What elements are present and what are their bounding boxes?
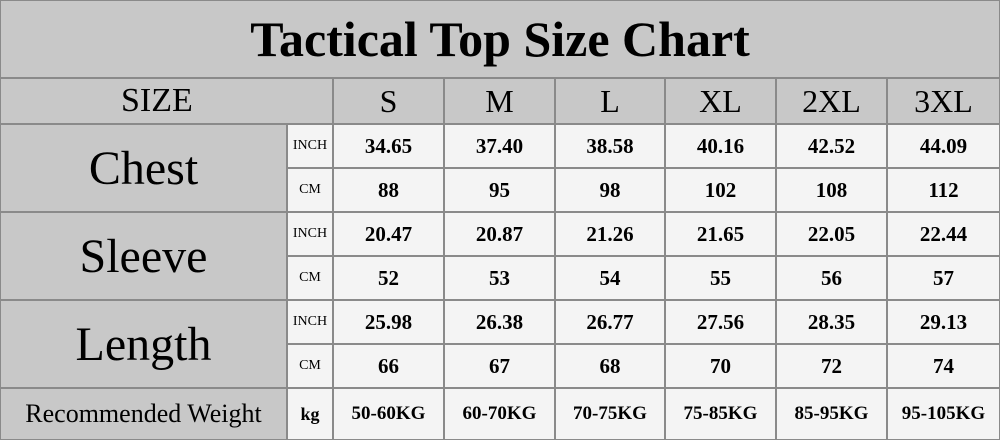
size-header: 2XL — [776, 78, 887, 124]
value: 22.05 — [776, 212, 887, 256]
title: Tactical Top Size Chart — [0, 0, 1000, 78]
size-header: XL — [665, 78, 776, 124]
value: 112 — [887, 168, 1000, 212]
value: 68 — [555, 344, 665, 388]
value: 25.98 — [333, 300, 444, 344]
value: 54 — [555, 256, 665, 300]
weight-unit: kg — [287, 388, 333, 440]
value: 70 — [665, 344, 776, 388]
weight-value: 70-75KG — [555, 388, 665, 440]
unit: CM — [287, 256, 333, 300]
value: 22.44 — [887, 212, 1000, 256]
value: 55 — [665, 256, 776, 300]
value: 26.77 — [555, 300, 665, 344]
value: 20.47 — [333, 212, 444, 256]
weight-value: 85-95KG — [776, 388, 887, 440]
value: 74 — [887, 344, 1000, 388]
value: 108 — [776, 168, 887, 212]
value: 102 — [665, 168, 776, 212]
size-header: 3XL — [887, 78, 1000, 124]
value: 56 — [776, 256, 887, 300]
value: 21.65 — [665, 212, 776, 256]
value: 95 — [444, 168, 555, 212]
unit: CM — [287, 344, 333, 388]
unit: INCH — [287, 212, 333, 256]
weight-value: 50-60KG — [333, 388, 444, 440]
size-header: L — [555, 78, 665, 124]
value: 29.13 — [887, 300, 1000, 344]
size-label: SIZE — [0, 78, 333, 124]
value: 42.52 — [776, 124, 887, 168]
value: 37.40 — [444, 124, 555, 168]
value: 52 — [333, 256, 444, 300]
value: 53 — [444, 256, 555, 300]
unit: CM — [287, 168, 333, 212]
value: 66 — [333, 344, 444, 388]
size-header: M — [444, 78, 555, 124]
value: 26.38 — [444, 300, 555, 344]
weight-value: 95-105KG — [887, 388, 1000, 440]
value: 88 — [333, 168, 444, 212]
value: 27.56 — [665, 300, 776, 344]
measurement-name: Length — [0, 300, 287, 388]
value: 40.16 — [665, 124, 776, 168]
value: 98 — [555, 168, 665, 212]
value: 28.35 — [776, 300, 887, 344]
weight-value: 60-70KG — [444, 388, 555, 440]
value: 20.87 — [444, 212, 555, 256]
value: 72 — [776, 344, 887, 388]
value: 21.26 — [555, 212, 665, 256]
value: 34.65 — [333, 124, 444, 168]
value: 44.09 — [887, 124, 1000, 168]
unit: INCH — [287, 300, 333, 344]
value: 38.58 — [555, 124, 665, 168]
unit: INCH — [287, 124, 333, 168]
measurement-name: Chest — [0, 124, 287, 212]
size-header: S — [333, 78, 444, 124]
weight-value: 75-85KG — [665, 388, 776, 440]
value: 67 — [444, 344, 555, 388]
measurement-name: Sleeve — [0, 212, 287, 300]
weight-label: Recommended Weight — [0, 388, 287, 440]
value: 57 — [887, 256, 1000, 300]
